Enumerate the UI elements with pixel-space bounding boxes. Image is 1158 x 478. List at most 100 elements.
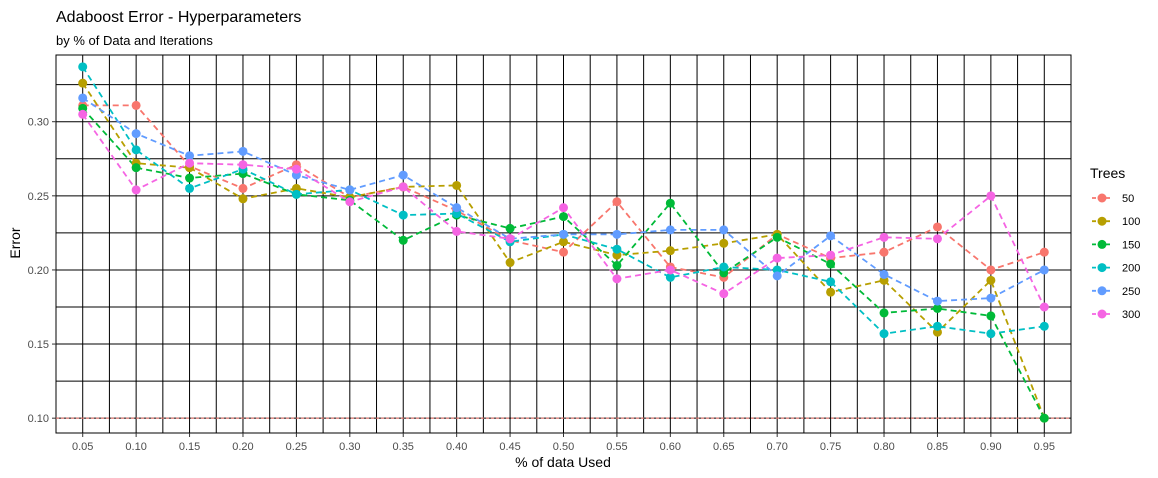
point-50-0.95 [1039, 247, 1049, 257]
legend-key-point-50 [1097, 193, 1107, 203]
point-50-0.80 [879, 247, 889, 257]
x-tick-label: 0.05 [72, 441, 93, 453]
point-150-0.95 [1039, 413, 1049, 423]
x-axis-label: % of data Used [515, 454, 611, 470]
point-250-0.55 [612, 229, 622, 239]
point-150-0.75 [826, 259, 836, 269]
point-100-0.40 [452, 180, 462, 190]
legend-label-300: 300 [1122, 309, 1140, 321]
legend: Trees 50 100 150 200 250 300 [1090, 165, 1140, 321]
point-200-0.75 [826, 277, 836, 287]
legend-key-point-100 [1097, 216, 1107, 226]
point-300-0.55 [612, 274, 622, 284]
point-200-0.60 [665, 272, 675, 282]
point-250-0.60 [665, 225, 675, 235]
point-300-0.30 [345, 197, 355, 207]
point-300-0.75 [826, 250, 836, 260]
y-axis-label: Error [7, 227, 23, 258]
legend-key-point-200 [1097, 263, 1107, 273]
point-150-0.70 [772, 232, 782, 242]
point-200-0.80 [879, 329, 889, 339]
point-250-0.35 [398, 170, 408, 180]
point-250-0.95 [1039, 265, 1049, 275]
legend-label-100: 100 [1122, 216, 1140, 228]
x-tick-label: 0.65 [713, 441, 734, 453]
point-250-0.80 [879, 269, 889, 279]
point-100-0.05 [78, 78, 88, 88]
point-150-0.55 [612, 260, 622, 270]
legend-label-250: 250 [1122, 286, 1140, 298]
point-250-0.70 [772, 271, 782, 281]
point-150-0.60 [665, 198, 675, 208]
point-150-0.90 [986, 311, 996, 321]
point-150-0.35 [398, 235, 408, 245]
point-250-0.15 [185, 151, 195, 161]
point-200-0.10 [131, 145, 141, 155]
point-300-0.85 [932, 234, 942, 244]
point-200-0.25 [291, 189, 301, 199]
chart-subtitle: by % of Data and Iterations [56, 33, 213, 48]
point-300-0.50 [559, 203, 568, 213]
point-100-0.20 [238, 194, 248, 204]
legend-label-150: 150 [1122, 239, 1140, 251]
x-tick-label: 0.70 [766, 441, 787, 453]
point-300-0.90 [986, 191, 996, 201]
point-300-0.15 [185, 158, 195, 168]
point-100-0.50 [559, 237, 568, 247]
legend-title: Trees [1090, 165, 1125, 181]
point-150-0.50 [559, 212, 568, 222]
y-tick-label: 0.25 [28, 191, 49, 203]
x-tick-label: 0.80 [873, 441, 894, 453]
legend-label-50: 50 [1122, 193, 1134, 205]
x-tick-label: 0.85 [927, 441, 948, 453]
point-300-0.70 [772, 253, 782, 263]
y-tick-label: 0.30 [28, 117, 49, 129]
x-tick-label: 0.95 [1034, 441, 1055, 453]
point-300-0.20 [238, 160, 248, 170]
point-50-0.50 [559, 247, 568, 257]
x-tick-label: 0.75 [820, 441, 841, 453]
point-300-0.05 [78, 109, 88, 119]
x-tick-label: 0.90 [980, 441, 1001, 453]
point-300-0.10 [131, 185, 141, 195]
series-layer [78, 62, 1049, 423]
y-tick-label: 0.15 [28, 339, 49, 351]
point-250-0.65 [719, 225, 729, 235]
x-tick-label: 0.40 [446, 441, 467, 453]
point-50-0.20 [238, 183, 248, 193]
x-tick-label: 0.10 [125, 441, 146, 453]
point-150-0.10 [131, 163, 141, 173]
y-axis: 0.10 0.15 0.20 0.25 0.30 [28, 117, 56, 425]
point-100-0.45 [505, 258, 515, 268]
point-250-0.85 [932, 296, 942, 306]
point-300-0.80 [879, 232, 889, 242]
point-300-0.25 [291, 164, 301, 174]
y-tick-label: 0.10 [28, 413, 49, 425]
point-250-0.20 [238, 146, 248, 156]
point-50-0.90 [986, 265, 996, 275]
x-axis: 0.05 0.10 0.15 0.20 0.25 0.30 0.35 0.40 0.45 0.50… [72, 433, 1055, 453]
point-300-0.60 [665, 265, 675, 275]
point-150-0.45 [505, 223, 515, 233]
point-150-0.80 [879, 308, 889, 318]
x-tick-label: 0.30 [339, 441, 360, 453]
point-100-0.65 [719, 238, 729, 248]
point-300-0.45 [505, 234, 515, 244]
point-250-0.10 [131, 129, 141, 139]
point-250-0.75 [826, 231, 836, 241]
legend-label-200: 200 [1122, 263, 1140, 275]
point-250-0.40 [452, 203, 462, 213]
point-100-0.75 [826, 287, 836, 297]
chart-title: Adaboost Error - Hyperparameters [56, 9, 301, 26]
point-200-0.65 [719, 262, 729, 272]
point-250-0.30 [345, 185, 355, 195]
x-tick-label: 0.15 [179, 441, 200, 453]
x-tick-label: 0.45 [499, 441, 520, 453]
point-100-0.90 [986, 275, 996, 285]
point-200-0.35 [398, 210, 408, 220]
point-100-0.60 [665, 246, 675, 256]
point-150-0.15 [185, 173, 195, 183]
x-tick-label: 0.55 [606, 441, 627, 453]
legend-key-point-250 [1097, 286, 1107, 296]
